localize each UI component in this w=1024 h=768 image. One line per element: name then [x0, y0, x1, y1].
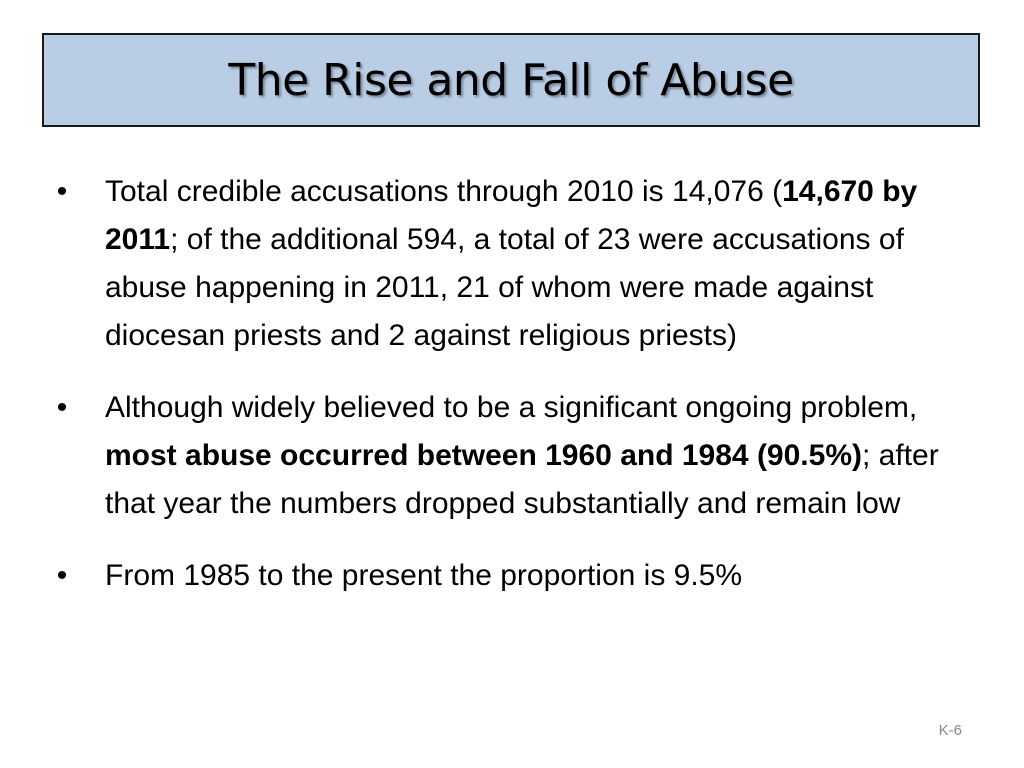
bullet-item-3: • From 1985 to the present the proportio… [52, 552, 952, 600]
bullet-text-bold: 14,670 by 2011 [105, 175, 918, 256]
bullet-text-bold: most abuse occurred between 1960 and 198… [105, 439, 862, 472]
title-box: The Rise and Fall of Abuse [42, 33, 980, 127]
bullet-marker: • [56, 559, 68, 592]
bullet-item-1: • Total credible accusations through 201… [52, 168, 952, 360]
bullet-text-part: From 1985 to the present the proportion … [105, 559, 743, 592]
bullet-text-part: Although widely believed to be a signifi… [105, 391, 918, 424]
slide-number: K-6 [938, 722, 962, 739]
bullet-text-part: Total credible accusations through 2010 … [105, 175, 783, 208]
bullet-marker: • [56, 391, 68, 424]
bullet-item-2: • Although widely believed to be a signi… [52, 384, 952, 528]
bullet-text-part: ; after that year the numbers dropped su… [105, 439, 939, 520]
slide-title: The Rise and Fall of Abuse [228, 54, 794, 106]
bullet-list: • Total credible accusations through 201… [52, 168, 952, 624]
bullet-marker: • [56, 175, 68, 208]
bullet-text-part: ; of the additional 594, a total of 23 w… [105, 223, 904, 352]
